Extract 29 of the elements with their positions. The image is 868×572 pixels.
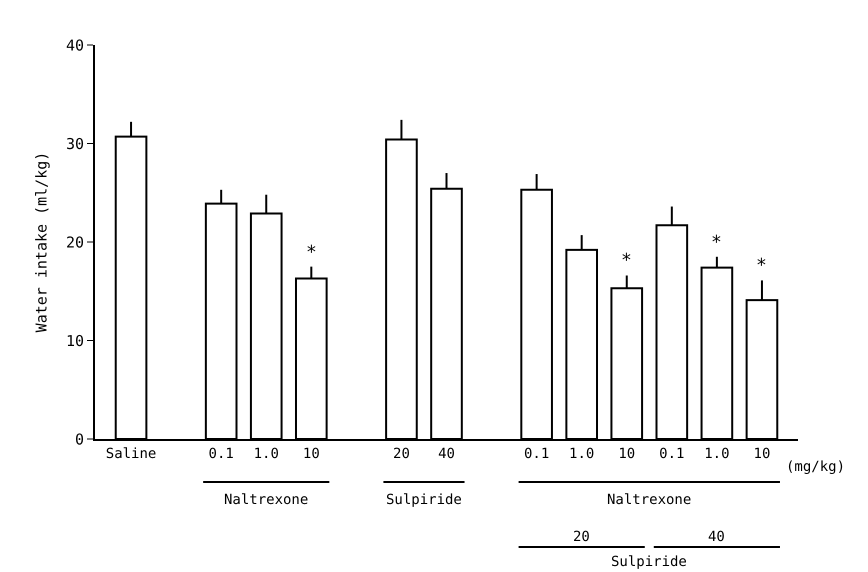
x-tick-label: 0.1 xyxy=(659,446,684,462)
x-tick-label: 0.1 xyxy=(524,446,550,462)
text: Naltrexone xyxy=(224,492,308,508)
y-axis-title: Water intake (ml/kg) xyxy=(32,152,51,332)
data-label: * xyxy=(621,250,632,271)
x-tick-label: 40 xyxy=(438,446,455,462)
text: 20 xyxy=(573,529,590,545)
data-label: * xyxy=(756,255,767,276)
text: Sulpiride xyxy=(386,492,462,508)
text: Naltrexone xyxy=(607,492,692,508)
x-tick-label: Saline xyxy=(106,446,156,462)
text: Sulpiride xyxy=(611,554,687,570)
text: 40 xyxy=(708,529,725,545)
y-tick-label: 10 xyxy=(66,332,84,350)
y-tick-label: 20 xyxy=(66,233,84,252)
y-tick-label: 0 xyxy=(74,430,84,448)
y-tick-label: 30 xyxy=(66,134,84,153)
text: (mg/kg) xyxy=(786,459,846,475)
x-tick-label: 1.0 xyxy=(254,446,279,462)
x-tick-label: 20 xyxy=(393,446,410,462)
x-tick-label: 10 xyxy=(754,446,770,462)
x-tick-label: 1.0 xyxy=(569,446,594,462)
x-tick-label: 10 xyxy=(618,446,636,462)
x-tick-label: 0.1 xyxy=(208,446,234,462)
y-tick-label: 40 xyxy=(66,36,84,54)
x-tick-label: 10 xyxy=(302,446,320,462)
data-label: * xyxy=(711,232,722,253)
data-label: * xyxy=(306,242,317,263)
x-tick-label: 1.0 xyxy=(704,446,730,462)
